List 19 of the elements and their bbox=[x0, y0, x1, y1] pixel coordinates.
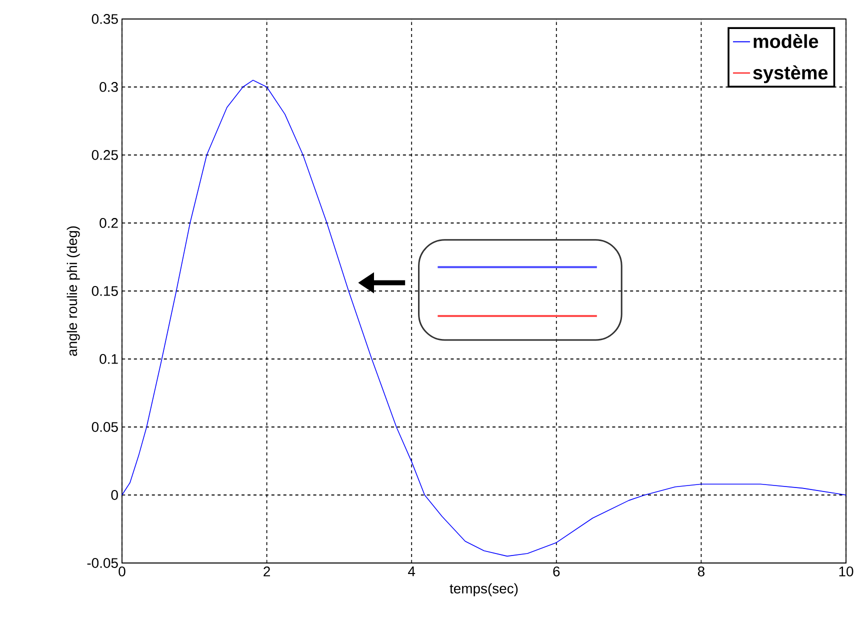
y-tick-label: 0.2 bbox=[100, 218, 118, 228]
x-axis-title: temps(sec) bbox=[450, 583, 518, 596]
x-tick-label: 4 bbox=[408, 566, 416, 576]
legend-label: système bbox=[753, 65, 828, 84]
y-tick-label: 0.05 bbox=[92, 422, 118, 432]
y-tick-label: 0.25 bbox=[92, 150, 118, 160]
y-axis-title: angle roulie phi (deg) bbox=[66, 226, 80, 356]
y-tick-label: 0.35 bbox=[92, 14, 118, 24]
x-tick-label: 2 bbox=[264, 566, 270, 576]
x-tick-label: 8 bbox=[698, 566, 704, 576]
y-tick-label: -0.05 bbox=[87, 558, 118, 568]
x-tick-label: 0 bbox=[118, 566, 126, 576]
x-tick-label: 6 bbox=[553, 566, 560, 576]
legend-label: modèle bbox=[754, 34, 818, 48]
x-tick-label: 10 bbox=[839, 566, 854, 576]
y-tick-label: 0.3 bbox=[100, 82, 118, 92]
y-tick-label: 0 bbox=[111, 490, 118, 500]
y-tick-label: 0.15 bbox=[92, 286, 118, 296]
y-tick-label: 0.1 bbox=[100, 354, 118, 364]
